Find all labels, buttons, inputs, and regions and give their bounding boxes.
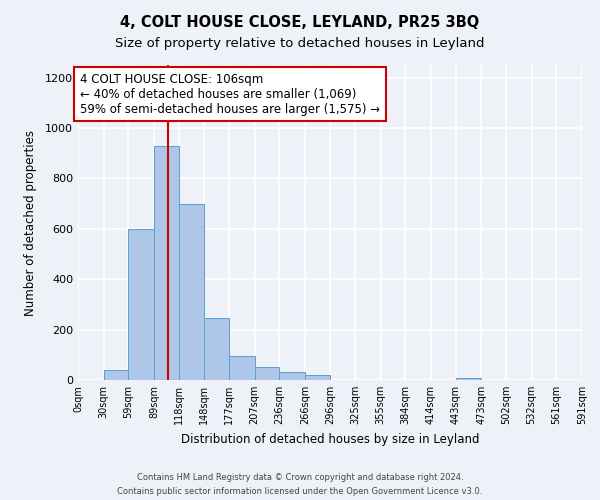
X-axis label: Distribution of detached houses by size in Leyland: Distribution of detached houses by size … — [181, 432, 479, 446]
Bar — [204, 318, 229, 380]
Bar — [128, 229, 154, 380]
Text: 4, COLT HOUSE CLOSE, LEYLAND, PR25 3BQ: 4, COLT HOUSE CLOSE, LEYLAND, PR25 3BQ — [121, 15, 479, 30]
Text: Size of property relative to detached houses in Leyland: Size of property relative to detached ho… — [115, 38, 485, 51]
Bar — [456, 378, 481, 380]
Bar — [279, 372, 305, 380]
Bar — [229, 356, 254, 380]
Bar — [179, 204, 204, 380]
Text: Contains HM Land Registry data © Crown copyright and database right 2024.
Contai: Contains HM Land Registry data © Crown c… — [118, 474, 482, 496]
Bar — [305, 376, 331, 380]
Bar — [254, 367, 279, 380]
Bar — [104, 370, 128, 380]
Bar — [154, 146, 179, 380]
Y-axis label: Number of detached properties: Number of detached properties — [23, 130, 37, 316]
Text: 4 COLT HOUSE CLOSE: 106sqm
← 40% of detached houses are smaller (1,069)
59% of s: 4 COLT HOUSE CLOSE: 106sqm ← 40% of deta… — [80, 72, 380, 116]
